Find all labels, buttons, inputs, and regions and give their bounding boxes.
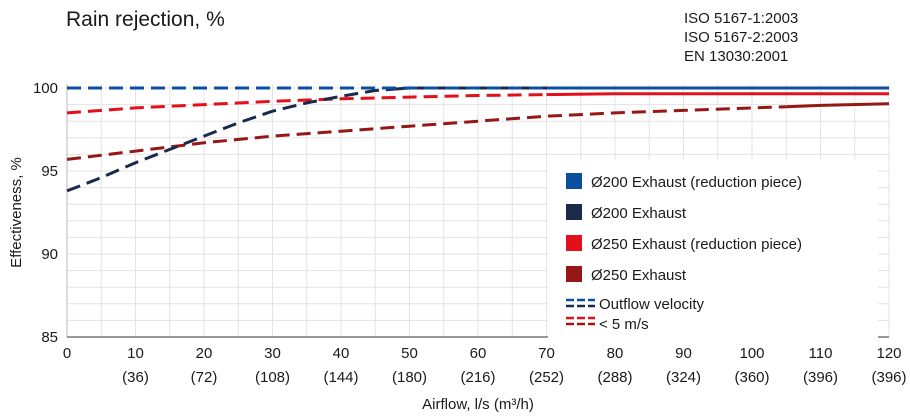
standard-item: ISO 5167-2:2003: [684, 29, 799, 46]
legend-swatch: [566, 173, 582, 189]
x-tick-label: 90: [675, 345, 692, 362]
x-tick-label: 60: [470, 345, 487, 362]
x-tick-sublabel: (144): [323, 369, 358, 386]
legend-label: Ø250 Exhaust: [591, 267, 687, 284]
x-tick-sublabel: (108): [255, 369, 290, 386]
x-tick-label: 40: [333, 345, 350, 362]
x-tick-sublabel: (360): [734, 369, 769, 386]
x-tick-label: 20: [196, 345, 213, 362]
legend-label: Ø200 Exhaust (reduction piece): [591, 174, 802, 191]
x-tick-label: 110: [809, 345, 833, 362]
y-tick-label: 95: [41, 163, 58, 180]
x-axis-label: Airflow, l/s (m³/h): [422, 396, 534, 413]
y-tick-label: 100: [33, 80, 58, 97]
x-tick-label: 80: [607, 345, 624, 362]
x-tick-sublabel: (180): [392, 369, 427, 386]
y-tick-label: 85: [41, 329, 58, 346]
x-tick-sublabel: (396): [871, 369, 906, 386]
chart-title: Rain rejection, %: [66, 8, 225, 31]
x-tick-sublabel: (72): [191, 369, 218, 386]
standard-item: ISO 5167-1:2003: [684, 10, 799, 27]
series-line-solid: [546, 92, 889, 97]
legend-label: Ø250 Exhaust (reduction piece): [591, 236, 802, 253]
legend-swatch: [566, 204, 582, 220]
legend-label-outflow: Outflow velocity: [599, 296, 705, 313]
x-tick-sublabel: (216): [460, 369, 495, 386]
x-tick-label: 0: [63, 345, 71, 362]
y-tick-label: 90: [41, 246, 58, 263]
x-tick-label: 120: [876, 345, 901, 362]
x-tick-sublabel: (324): [666, 369, 701, 386]
y-axis-label: Effectiveness, %: [8, 157, 25, 268]
legend-label: Ø200 Exhaust: [591, 205, 687, 222]
x-tick-sublabel: (252): [529, 369, 564, 386]
x-tick-label: 10: [127, 345, 144, 362]
legend-swatch: [566, 235, 582, 251]
series-line-dashed: [66, 87, 396, 193]
legend-swatch: [566, 266, 582, 282]
standards-list: ISO 5167-1:2003 ISO 5167-2:2003 EN 13030…: [684, 9, 798, 66]
series-line-dashed: [66, 93, 547, 115]
x-tick-label: 50: [401, 345, 418, 362]
x-tick-sublabel: (396): [803, 369, 838, 386]
legend-box: [548, 160, 878, 340]
x-tick-label: 100: [739, 345, 764, 362]
x-tick-label: 70: [538, 345, 555, 362]
legend-label-velocity: < 5 m/s: [599, 316, 649, 333]
x-tick-sublabel: (36): [122, 369, 149, 386]
standard-item: EN 13030:2001: [684, 48, 789, 65]
series-line-dashed: [66, 105, 787, 161]
x-tick-sublabel: (288): [597, 369, 632, 386]
series-line-solid: [786, 102, 890, 109]
x-tick-label: 30: [264, 345, 281, 362]
